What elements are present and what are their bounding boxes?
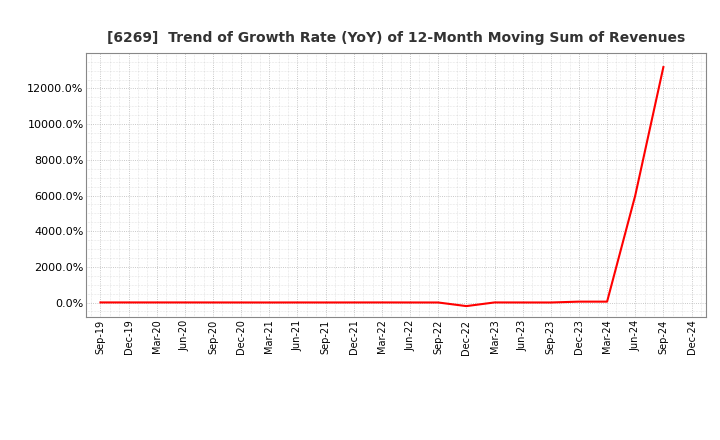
Title: [6269]  Trend of Growth Rate (YoY) of 12-Month Moving Sum of Revenues: [6269] Trend of Growth Rate (YoY) of 12-… [107, 31, 685, 45]
